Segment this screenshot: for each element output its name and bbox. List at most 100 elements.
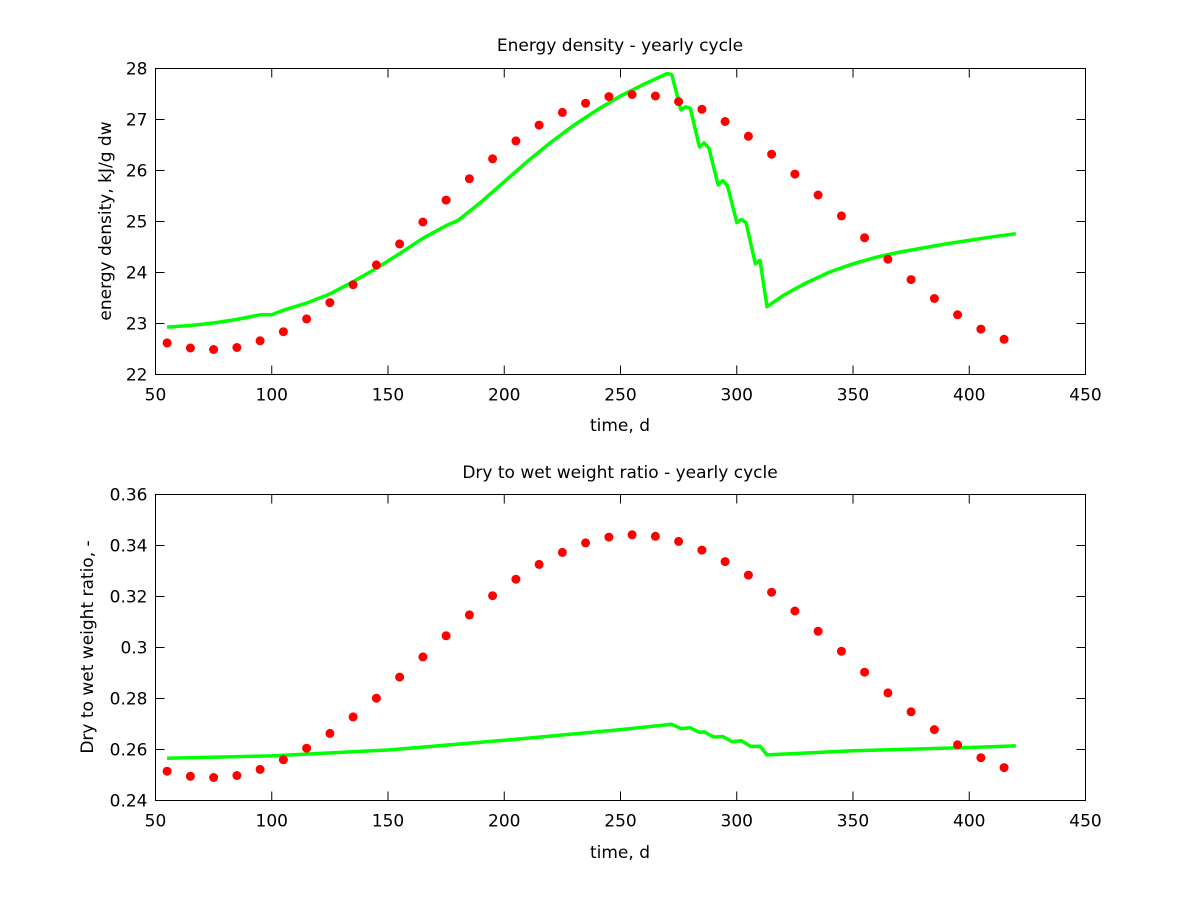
data-point (697, 104, 707, 114)
dry-wet-ratio-ylabel: Dry to wet weight ratio, - (78, 540, 98, 753)
x-tick-label: 100 (256, 386, 288, 406)
data-point (650, 531, 660, 541)
y-tick-label: 25 (126, 213, 148, 233)
data-point (813, 626, 823, 636)
data-point (534, 120, 544, 130)
data-point (371, 260, 381, 270)
x-tick-label: 250 (604, 812, 636, 832)
data-point (720, 117, 730, 126)
x-tick-label: 100 (256, 812, 288, 832)
data-point (813, 190, 823, 200)
data-point (557, 107, 567, 117)
data-point (488, 154, 498, 164)
data-point (418, 652, 428, 662)
y-tick-label: 0.26 (110, 741, 148, 761)
data-point (860, 667, 870, 677)
y-tick-label: 23 (126, 315, 148, 335)
y-tick-label: 0.32 (110, 588, 148, 608)
data-point (302, 743, 312, 753)
x-tick-label: 350 (837, 386, 869, 406)
data-point (976, 753, 986, 763)
x-tick-label: 50 (145, 386, 167, 406)
model-line (167, 722, 1016, 760)
y-tick-label: 0.36 (110, 486, 148, 506)
energy-density-model-series (166, 71, 1017, 329)
data-point (395, 239, 405, 249)
energy-density-ylabel: energy density, kJ/g dw (96, 121, 116, 320)
data-point (534, 559, 544, 569)
energy-density-axes (155, 68, 1086, 375)
data-point (232, 343, 242, 352)
y-tick-label: 0.28 (110, 690, 148, 710)
x-tick-label: 200 (488, 386, 520, 406)
data-point (325, 298, 335, 308)
data-point (860, 233, 870, 243)
x-tick-label: 400 (953, 812, 985, 832)
data-point (743, 570, 753, 580)
data-point (767, 587, 777, 597)
x-tick-label: 450 (1069, 386, 1101, 406)
data-point (743, 131, 753, 141)
data-point (464, 610, 474, 620)
data-point (720, 557, 730, 567)
x-tick-label: 300 (721, 386, 753, 406)
y-tick-label: 28 (126, 60, 148, 80)
data-point (209, 773, 219, 782)
dry-wet-ratio-title: Dry to wet weight ratio - yearly cycle (462, 463, 777, 483)
x-tick-label: 50 (145, 812, 167, 832)
energy-density-title: Energy density - yearly cycle (497, 36, 743, 56)
energy-density-xlabel: time, d (590, 416, 650, 436)
data-point (929, 294, 939, 303)
y-tick-label: 27 (126, 111, 148, 131)
data-point (674, 536, 684, 546)
data-point (348, 712, 358, 722)
data-point (325, 728, 335, 738)
data-point (697, 545, 707, 555)
x-tick-label: 150 (372, 386, 404, 406)
data-point (278, 327, 288, 337)
data-point (790, 169, 800, 179)
data-point (976, 324, 986, 334)
data-point (232, 771, 242, 780)
data-point (418, 217, 428, 227)
data-point (395, 672, 405, 682)
dry-wet-ratio-model-series (167, 722, 1016, 760)
data-point (255, 764, 265, 774)
data-point (627, 90, 637, 99)
y-tick-label: 22 (126, 366, 148, 386)
dry-wet-ratio-ticks: 50 100 150 200 250 300 350 400 450 0.24 0.26 0.28 0.… (110, 486, 1102, 832)
y-tick-label: 0.24 (110, 792, 148, 812)
dry-wet-ratio-observed-series (162, 530, 1009, 782)
dry-wet-ratio-xlabel: time, d (590, 843, 650, 863)
energy-density-observed-series (162, 90, 1009, 354)
energy-density-plot: Energy density - yearly cycle time, d en… (96, 36, 1102, 436)
data-point (557, 547, 567, 557)
data-point (627, 530, 637, 540)
data-point (511, 136, 521, 146)
data-point (674, 97, 684, 107)
data-point (255, 336, 265, 346)
x-tick-label: 350 (837, 812, 869, 832)
data-point (185, 771, 195, 781)
y-tick-label: 26 (126, 162, 148, 182)
data-point (953, 740, 963, 750)
dry-wet-ratio-plot: Dry to wet weight ratio - yearly cycle t… (78, 463, 1102, 863)
data-point (278, 755, 288, 765)
data-point (441, 195, 451, 205)
x-tick-label: 250 (604, 386, 636, 406)
data-point (371, 693, 381, 703)
data-point (836, 646, 846, 656)
data-point (511, 574, 521, 584)
data-point (162, 766, 172, 776)
data-point (488, 591, 498, 601)
model-line (166, 71, 1017, 329)
y-tick-label: 0.34 (110, 537, 148, 557)
data-point (883, 688, 893, 698)
data-point (650, 91, 660, 101)
data-point (906, 275, 916, 285)
data-point (929, 725, 939, 735)
x-tick-label: 150 (372, 812, 404, 832)
data-point (162, 338, 172, 348)
data-point (185, 343, 195, 353)
data-point (767, 149, 777, 159)
